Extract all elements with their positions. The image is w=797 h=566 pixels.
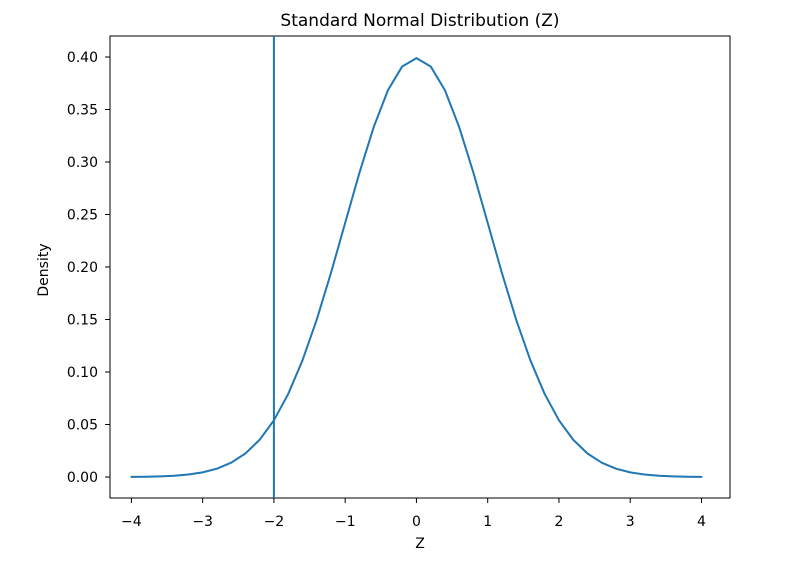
y-axis-label: Density <box>36 243 52 296</box>
y-tick-label: 0.00 <box>67 470 98 486</box>
x-tick-label: 4 <box>697 514 706 530</box>
y-tick-label: 0.30 <box>67 155 98 171</box>
y-axis-ticks: 0.00 0.05 0.10 0.15 0.20 0.25 0.30 0.35 0.40 <box>67 50 110 486</box>
x-axis-label: Z <box>415 536 425 552</box>
x-tick-label: −4 <box>121 514 142 530</box>
y-tick-label: 0.40 <box>67 50 98 66</box>
x-tick-label: −1 <box>335 514 356 530</box>
series-layer <box>130 57 703 478</box>
y-tick-label: 0.35 <box>67 103 98 119</box>
x-tick-label: 3 <box>626 514 635 530</box>
y-tick-label: 0.25 <box>67 208 98 224</box>
density-curve <box>130 57 703 478</box>
x-tick-label: 0 <box>412 514 421 530</box>
y-tick-label: 0.05 <box>67 418 98 434</box>
x-axis-ticks: −4 −3 −2 −1 0 1 2 3 4 <box>121 498 706 530</box>
x-tick-label: −3 <box>192 514 213 530</box>
y-tick-label: 0.15 <box>67 313 98 329</box>
y-tick-label: 0.20 <box>67 260 98 276</box>
x-tick-label: 2 <box>555 514 564 530</box>
plot-area-frame <box>109 35 731 499</box>
chart-title: Standard Normal Distribution (Z) <box>280 11 559 31</box>
x-tick-label: 1 <box>483 514 492 530</box>
x-tick-label: −2 <box>264 514 285 530</box>
y-tick-label: 0.10 <box>67 365 98 381</box>
